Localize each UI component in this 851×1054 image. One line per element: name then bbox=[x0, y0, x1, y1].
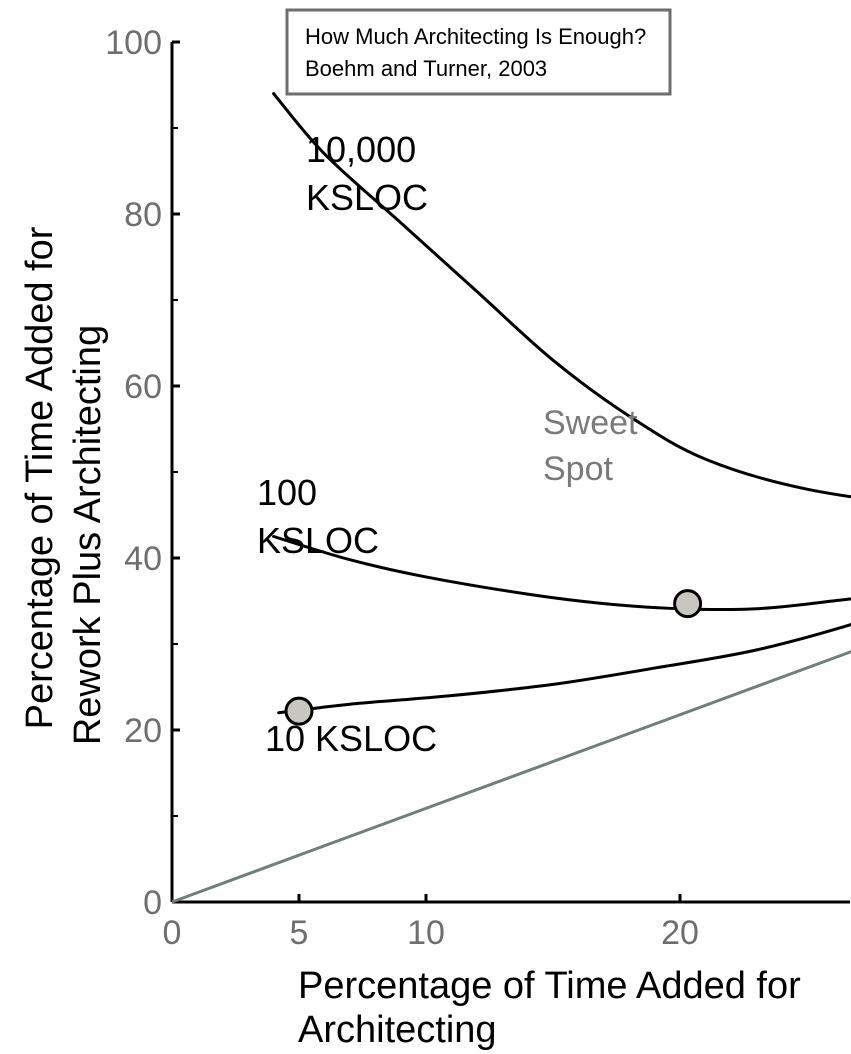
y-tick-label: 20 bbox=[124, 712, 162, 750]
title-box: How Much Architecting Is Enough? Boehm a… bbox=[287, 10, 670, 94]
x-tick-label: 10 bbox=[407, 914, 445, 952]
series-label-100-line1: 100 bbox=[257, 472, 317, 513]
series-curve-10-ksloc bbox=[279, 475, 851, 712]
y-tick-label: 80 bbox=[124, 196, 162, 234]
x-tick-label: 20 bbox=[661, 914, 699, 952]
title-box-line2: Boehm and Turner, 2003 bbox=[305, 56, 547, 81]
x-axis-title-line1: Percentage of Time Added for bbox=[298, 965, 801, 1007]
y-axis-title-line2: Rework Plus Architecting bbox=[67, 325, 109, 745]
series-label-10000-line2: KSLOC bbox=[306, 177, 428, 218]
y-tick-label: 100 bbox=[105, 24, 162, 62]
series-label-100-line2: KSLOC bbox=[257, 520, 379, 561]
y-axis-title-line1: Percentage of Time Added for bbox=[19, 226, 61, 729]
title-box-line1: How Much Architecting Is Enough? bbox=[305, 24, 646, 49]
x-axis-title-line2: Architecting bbox=[298, 1009, 497, 1051]
series-label-10: 10 KSLOC bbox=[265, 718, 437, 759]
title-box-frame bbox=[287, 10, 670, 94]
sweet-spot-label-line1: Sweet bbox=[543, 404, 638, 442]
y-tick-label: 60 bbox=[124, 368, 162, 406]
x-tick-label: 5 bbox=[290, 914, 309, 952]
y-tick-label: 40 bbox=[124, 540, 162, 578]
series-label-10000-line1: 10,000 bbox=[306, 129, 416, 170]
y-tick-label: 0 bbox=[143, 884, 162, 922]
x-tick-label: 0 bbox=[163, 914, 182, 952]
y-ticks: 0 20 40 60 80 100 bbox=[105, 24, 180, 922]
sweet-spot-marker bbox=[675, 591, 701, 617]
sweet-spot-label-line2: Spot bbox=[543, 450, 613, 488]
